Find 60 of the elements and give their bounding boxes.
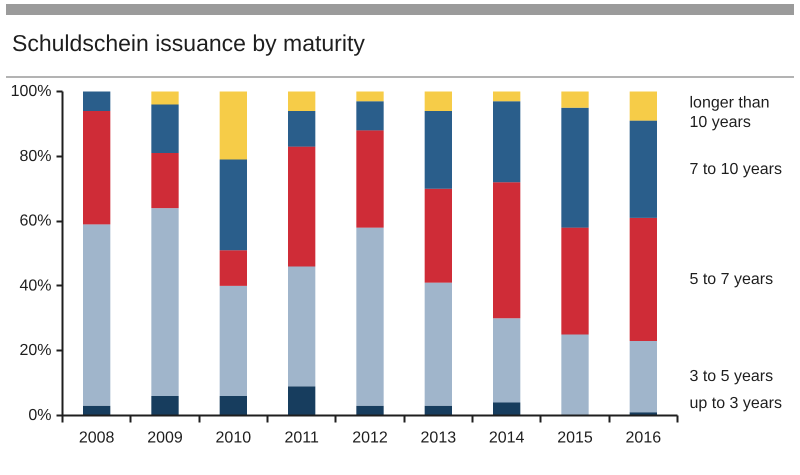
bar xyxy=(561,92,589,108)
bar xyxy=(493,182,520,318)
bar xyxy=(220,250,247,286)
bar xyxy=(220,396,247,416)
bar xyxy=(151,396,179,416)
y-tick-label: 80% xyxy=(19,148,52,165)
x-tick-label: 2012 xyxy=(352,430,388,446)
bar xyxy=(288,92,316,111)
bar xyxy=(220,160,247,250)
x-tick-label: 2016 xyxy=(626,430,662,446)
x-tick-label: 2009 xyxy=(147,430,183,446)
x-tick-label: 2013 xyxy=(420,430,456,446)
bar xyxy=(493,402,520,416)
y-tick-label: 20% xyxy=(19,342,52,360)
bar xyxy=(220,92,247,160)
bar xyxy=(356,92,384,102)
bar xyxy=(151,104,179,154)
bar xyxy=(288,386,316,416)
bar xyxy=(630,120,657,218)
bar xyxy=(561,228,589,334)
text: longer than 10 years xyxy=(690,94,770,132)
x-tick-label: 2008 xyxy=(78,430,115,446)
bar xyxy=(424,92,452,111)
text: 7 to 10 years xyxy=(690,160,782,178)
x-tick-label: 2015 xyxy=(557,430,593,446)
bar xyxy=(288,110,316,147)
x-tick-label: 2014 xyxy=(488,430,525,446)
bar xyxy=(288,146,316,266)
bar xyxy=(493,92,520,102)
y-tick-label: 100% xyxy=(10,83,52,100)
bar xyxy=(356,130,384,228)
bar xyxy=(630,92,657,121)
text: up to 3 years xyxy=(690,394,782,412)
bar xyxy=(424,188,452,283)
bar xyxy=(83,224,110,406)
bar xyxy=(424,282,452,406)
bar xyxy=(83,110,110,224)
x-tick-label: 2011 xyxy=(284,430,319,446)
bar xyxy=(630,218,657,341)
text: 3 to 5 years xyxy=(690,368,774,386)
chart-title: Schuldschein issuance by maturity xyxy=(12,29,365,58)
bar xyxy=(493,318,520,403)
bar xyxy=(220,286,247,396)
bar xyxy=(83,92,110,111)
bar xyxy=(288,266,316,386)
y-tick-label: 0% xyxy=(28,407,52,424)
bar xyxy=(424,110,452,189)
y-tick-label: 60% xyxy=(19,212,52,230)
x-tick-label: 2010 xyxy=(216,430,252,446)
bar xyxy=(151,208,179,396)
bar xyxy=(151,153,179,208)
bar xyxy=(356,101,384,130)
bar xyxy=(561,108,589,228)
bar xyxy=(630,340,657,412)
text: 5 to 7 years xyxy=(690,270,774,288)
bar xyxy=(561,334,589,416)
y-tick-label: 40% xyxy=(19,277,52,294)
bar xyxy=(151,92,179,104)
bar xyxy=(493,101,520,182)
bar xyxy=(356,228,384,406)
